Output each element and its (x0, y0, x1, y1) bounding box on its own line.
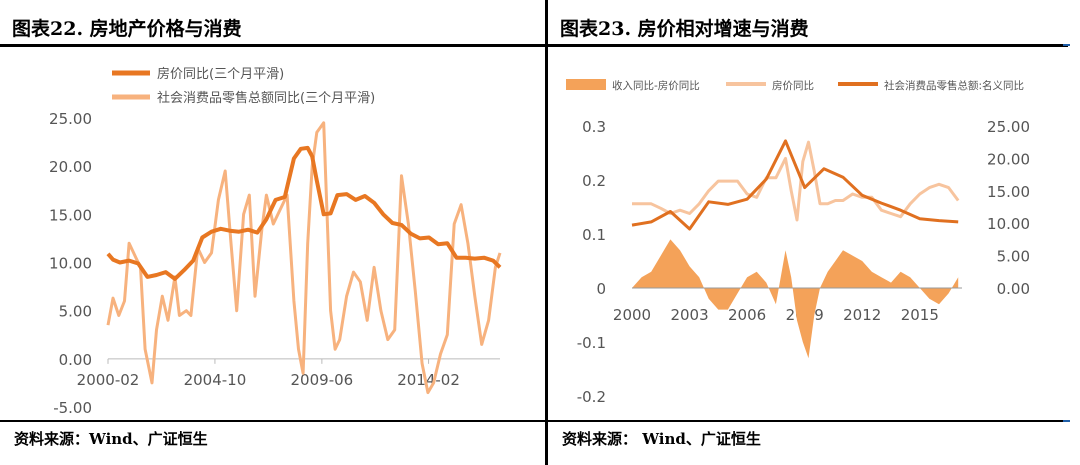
left-y-tick-label: -5.00 (53, 399, 92, 417)
left-chart-title: 图表22. 房地产价格与消费 (12, 18, 242, 40)
right-series-line (632, 140, 960, 222)
left-y-tick-label: 25.00 (49, 110, 92, 128)
left-series-line (106, 145, 502, 281)
right-x-tick-label: 2012 (843, 306, 881, 324)
left-source-note: 资料来源：Wind、广证恒生 (14, 430, 208, 448)
left-bottom-rule (0, 420, 545, 422)
left-chart-panel: 图表22. 房地产价格与消费 25.00 20.00 15.00 10.00 5.00 0… (0, 18, 545, 448)
right-right-axis-label: 15.00 (987, 183, 1030, 201)
left-x-tick-label: 2000-02 (77, 371, 140, 389)
right-left-axis-label: 0 (596, 280, 606, 298)
right-right-axis-label: 20.00 (987, 150, 1030, 168)
right-left-axis-label: -0.2 (577, 388, 606, 406)
left-x-tick-label: 2004-10 (184, 371, 247, 389)
right-x-tick-label: 2015 (901, 306, 939, 324)
right-combo-chart: 0.3 0.2 0.1 0 -0.1 -0.2 25.00 20.00 15.00 10.00 5.… (566, 79, 1030, 406)
right-legend-swatch (566, 79, 606, 90)
right-source-note: 资料来源： Wind、广证恒生 (562, 430, 761, 448)
right-right-axis-label: 5.00 (997, 248, 1030, 266)
right-chart-title: 图表23. 房价相对增速与消费 (560, 18, 809, 40)
left-x-tick-label: 2009-06 (291, 371, 354, 389)
left-y-tick-label: 5.00 (59, 303, 92, 321)
right-area-series (632, 239, 959, 359)
right-left-axis-label: -0.1 (577, 334, 606, 352)
left-legend-label: 房价同比(三个月平滑) (157, 66, 284, 82)
right-left-axis-label: 0.1 (582, 226, 606, 244)
right-right-axis-label: 0.00 (997, 280, 1030, 298)
right-top-rule (548, 44, 1068, 47)
right-x-tick-label: 2003 (670, 306, 708, 324)
left-series-line (106, 121, 502, 395)
left-line-chart: 25.00 20.00 15.00 10.00 5.00 0.00 -5.00 2000-02… (49, 66, 502, 417)
right-chart-panel: 图表23. 房价相对增速与消费 0.3 0.2 0.1 0 -0.1 -0.2 25.00 2… (548, 0, 1080, 465)
left-y-tick-label: 20.00 (49, 158, 92, 176)
panel-divider (545, 0, 548, 465)
left-y-tick-label: 10.00 (49, 255, 92, 273)
right-x-tick-label: 2000 (613, 306, 651, 324)
right-series-line (631, 139, 959, 231)
left-y-tick-label: 0.00 (59, 351, 92, 369)
right-legend-label: 收入同比-房价同比 (612, 79, 700, 92)
corner-accent-top (1063, 44, 1070, 46)
right-left-axis-label: 0.2 (582, 172, 606, 190)
corner-accent-bottom (1063, 420, 1070, 422)
left-legend-label: 社会消费品零售总额同比(三个月平滑) (157, 90, 375, 106)
right-legend-label: 社会消费品零售总额:名义同比 (884, 79, 1024, 92)
left-x-tick-label: 2014-02 (397, 371, 460, 389)
right-left-axis-label: 0.3 (582, 118, 606, 136)
right-legend-label: 房价同比 (772, 79, 814, 92)
right-x-tick-label: 2006 (728, 306, 766, 324)
left-y-tick-label: 15.00 (49, 206, 92, 224)
right-bottom-rule (548, 420, 1068, 422)
right-right-axis-label: 25.00 (987, 118, 1030, 136)
left-top-rule (0, 44, 545, 47)
right-right-axis-label: 10.00 (987, 215, 1030, 233)
